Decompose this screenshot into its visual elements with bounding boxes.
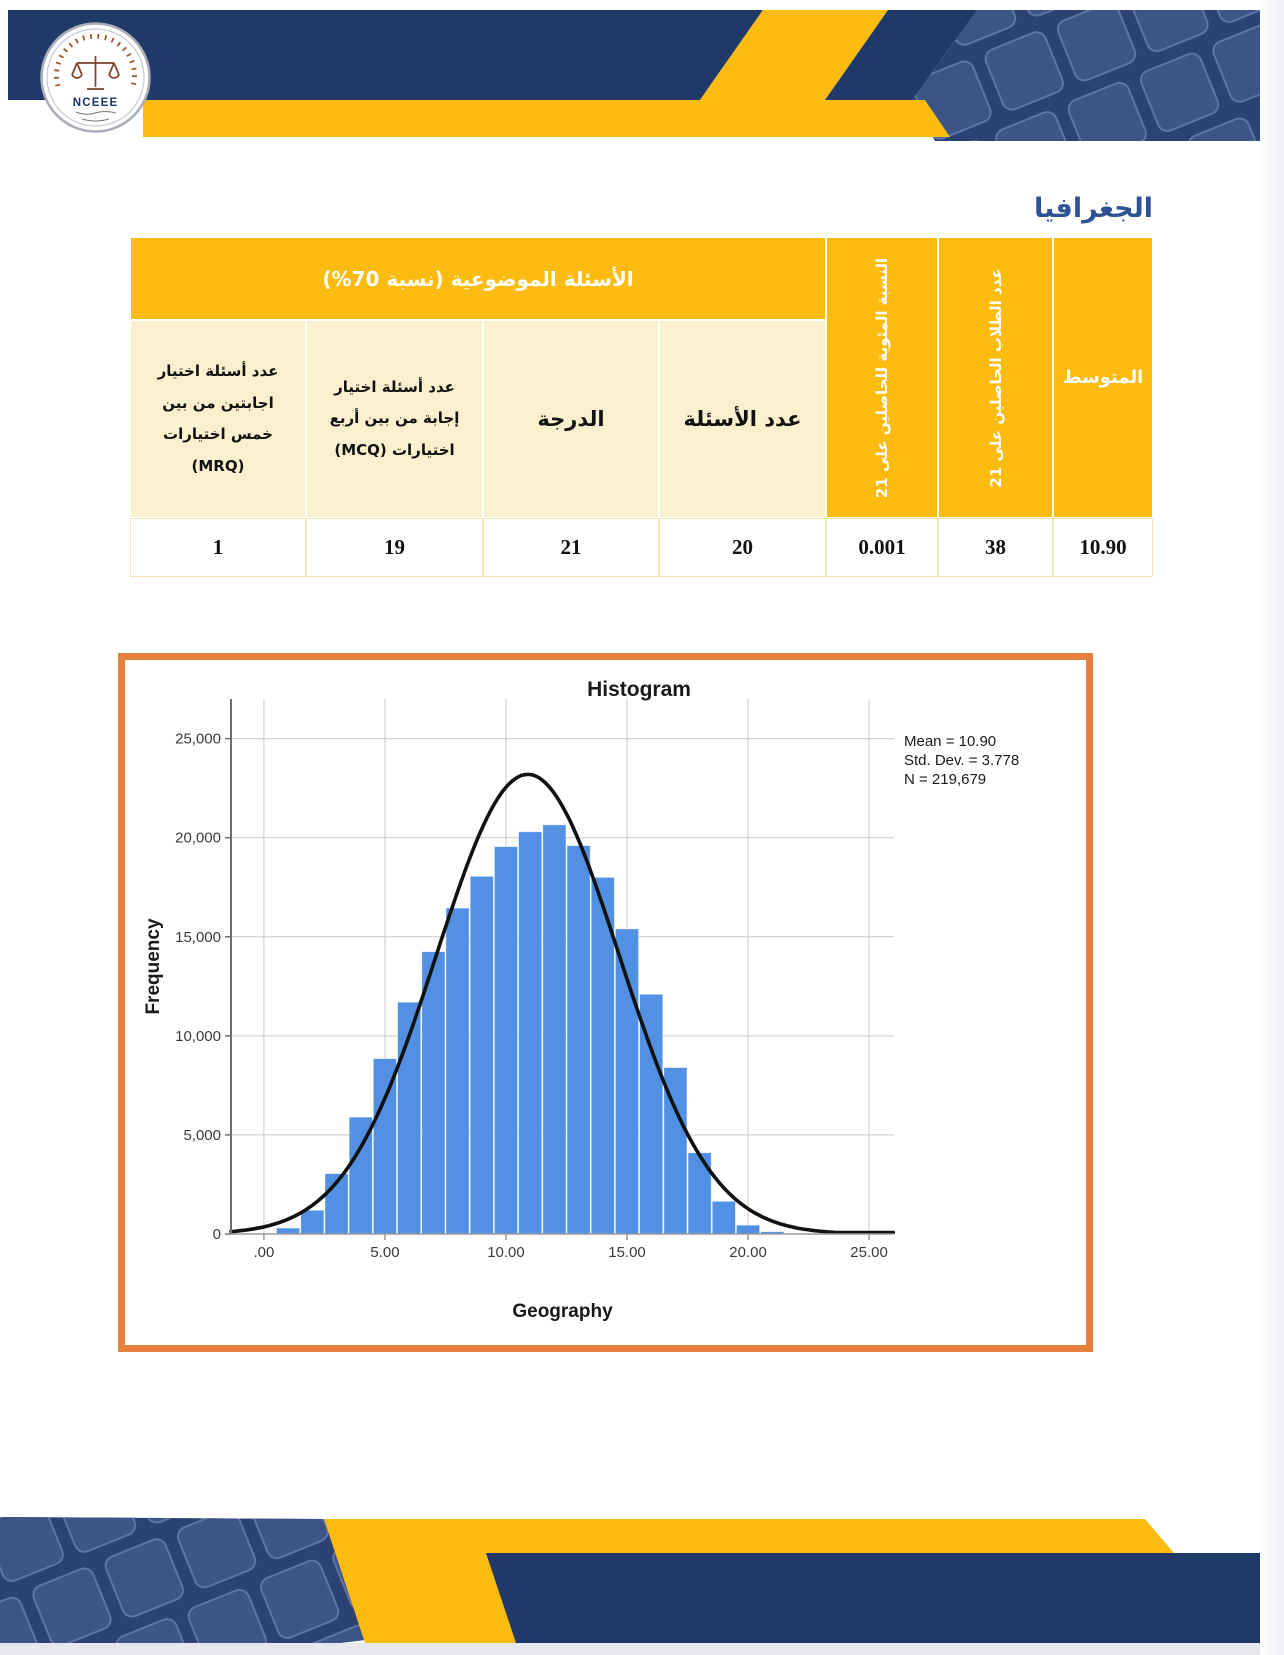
x-tick-label: 10.00 bbox=[487, 1244, 525, 1261]
x-tick-label: 20.00 bbox=[729, 1244, 767, 1261]
histogram-bar bbox=[542, 824, 567, 1235]
mrq-count-value: 1 bbox=[130, 518, 306, 577]
histogram-bar bbox=[276, 1227, 301, 1235]
histogram-bar bbox=[711, 1200, 736, 1235]
histogram-bar bbox=[736, 1224, 761, 1235]
y-tick-label: 15,000 bbox=[175, 929, 221, 946]
keyboard-key bbox=[176, 1517, 257, 1589]
mcq-count-header: عدد أسئلة اختيار إجابة من بين أربع اختيا… bbox=[306, 320, 483, 518]
histogram-bar bbox=[518, 831, 543, 1235]
question-count-value: 20 bbox=[659, 518, 826, 577]
header-yellow-band bbox=[143, 100, 950, 137]
mean-value: 10.90 bbox=[1053, 518, 1153, 577]
page-title: الجغرافيا bbox=[1034, 193, 1153, 224]
keyboard-key bbox=[32, 1567, 112, 1643]
keyboard-key bbox=[995, 111, 1075, 141]
logo-scales-icon bbox=[71, 56, 120, 90]
chart-title: Histogram bbox=[587, 678, 691, 701]
pct-21-header: النسبة المئوية للحاصلين على 21 bbox=[826, 237, 938, 518]
mcq-count-value: 19 bbox=[306, 518, 483, 577]
x-tick-label: 5.00 bbox=[370, 1244, 399, 1261]
keyboard-key bbox=[259, 1559, 340, 1639]
y-tick-label: 10,000 bbox=[175, 1028, 221, 1045]
chart-frame: 0 5,000 10,000 15,000 20,000 25,000 .00 5.00 10.… bbox=[118, 653, 1093, 1352]
keyboard-key bbox=[1201, 10, 1281, 23]
score-header: الدرجة bbox=[483, 320, 659, 518]
keyboard-key bbox=[0, 1517, 64, 1582]
keyboard-key bbox=[1187, 117, 1268, 141]
keyboard-key bbox=[187, 1588, 267, 1643]
x-tick-label: 25.00 bbox=[850, 1244, 888, 1261]
keyboard-key bbox=[1067, 81, 1147, 141]
stats-annotation: N = 219,679 bbox=[904, 771, 986, 788]
pct-21-value: 0.001 bbox=[826, 518, 938, 577]
score-value: 21 bbox=[483, 518, 659, 577]
keyboard-key bbox=[1139, 52, 1220, 132]
students-21-header: عدد الطلاب الحاصلين على 21 bbox=[938, 237, 1053, 518]
y-axis-title: Frequency bbox=[143, 918, 164, 1015]
histogram-bar bbox=[372, 1058, 397, 1235]
keyboard-keys-illustration bbox=[0, 1517, 365, 1643]
y-tick-label: 25,000 bbox=[175, 731, 221, 748]
y-tick-label: 0 bbox=[213, 1226, 221, 1243]
logo-arabic-motto-squiggle bbox=[75, 111, 117, 122]
histogram-bar bbox=[493, 846, 518, 1235]
y-tick-label: 20,000 bbox=[175, 830, 221, 847]
normal-curve bbox=[229, 772, 896, 1235]
keyboard-key bbox=[56, 1517, 137, 1553]
histogram-bar bbox=[566, 845, 591, 1235]
keyboard-key bbox=[307, 1624, 365, 1643]
page-right-edge-shade bbox=[1260, 0, 1284, 1655]
students-21-value: 38 bbox=[938, 518, 1053, 577]
keyboard-key bbox=[0, 1596, 40, 1643]
stats-annotation: Std. Dev. = 3.778 bbox=[904, 752, 1019, 769]
x-tick-label: .00 bbox=[253, 1244, 274, 1261]
question-count-header: عدد الأسئلة bbox=[659, 320, 826, 518]
nceee-logo: NCEEE bbox=[40, 22, 151, 133]
keyboard-key bbox=[984, 31, 1064, 111]
mrq-count-header: عدد أسئلة اختيار اجابتين من بين خمس اختي… bbox=[130, 320, 306, 518]
histogram-bar bbox=[445, 907, 470, 1235]
results-table: المتوسط عدد الطلاب الحاصلين على 21 النسب… bbox=[130, 237, 1153, 577]
keyboard-key bbox=[923, 140, 1003, 141]
footer-navy-band bbox=[486, 1553, 1262, 1643]
keyboard-key bbox=[115, 1618, 195, 1643]
keyboard-key bbox=[249, 1517, 329, 1560]
keyboard-photo-bottom bbox=[0, 1517, 365, 1643]
y-tick-label: 5,000 bbox=[183, 1127, 221, 1144]
histogram-chart: 0 5,000 10,000 15,000 20,000 25,000 .00 5.00 10.… bbox=[143, 678, 1019, 1322]
objective-questions-merged-header: الأسئلة الموضوعية (نسبة 70%) bbox=[130, 237, 826, 320]
keyboard-key bbox=[1056, 10, 1137, 82]
keyboard-key-grid bbox=[0, 1517, 365, 1643]
mean-header: المتوسط bbox=[1053, 237, 1153, 518]
x-tick-label: 15.00 bbox=[608, 1244, 646, 1261]
histogram-bar bbox=[469, 875, 494, 1235]
stats-annotation: Mean = 10.90 bbox=[904, 733, 996, 750]
keyboard-key bbox=[104, 1538, 184, 1618]
histogram-bar bbox=[300, 1209, 325, 1235]
x-axis-title: Geography bbox=[512, 1301, 613, 1322]
page-bottom-strip bbox=[0, 1643, 1284, 1655]
logo-acronym: NCEEE bbox=[73, 97, 119, 109]
keyboard-key bbox=[1129, 10, 1209, 53]
